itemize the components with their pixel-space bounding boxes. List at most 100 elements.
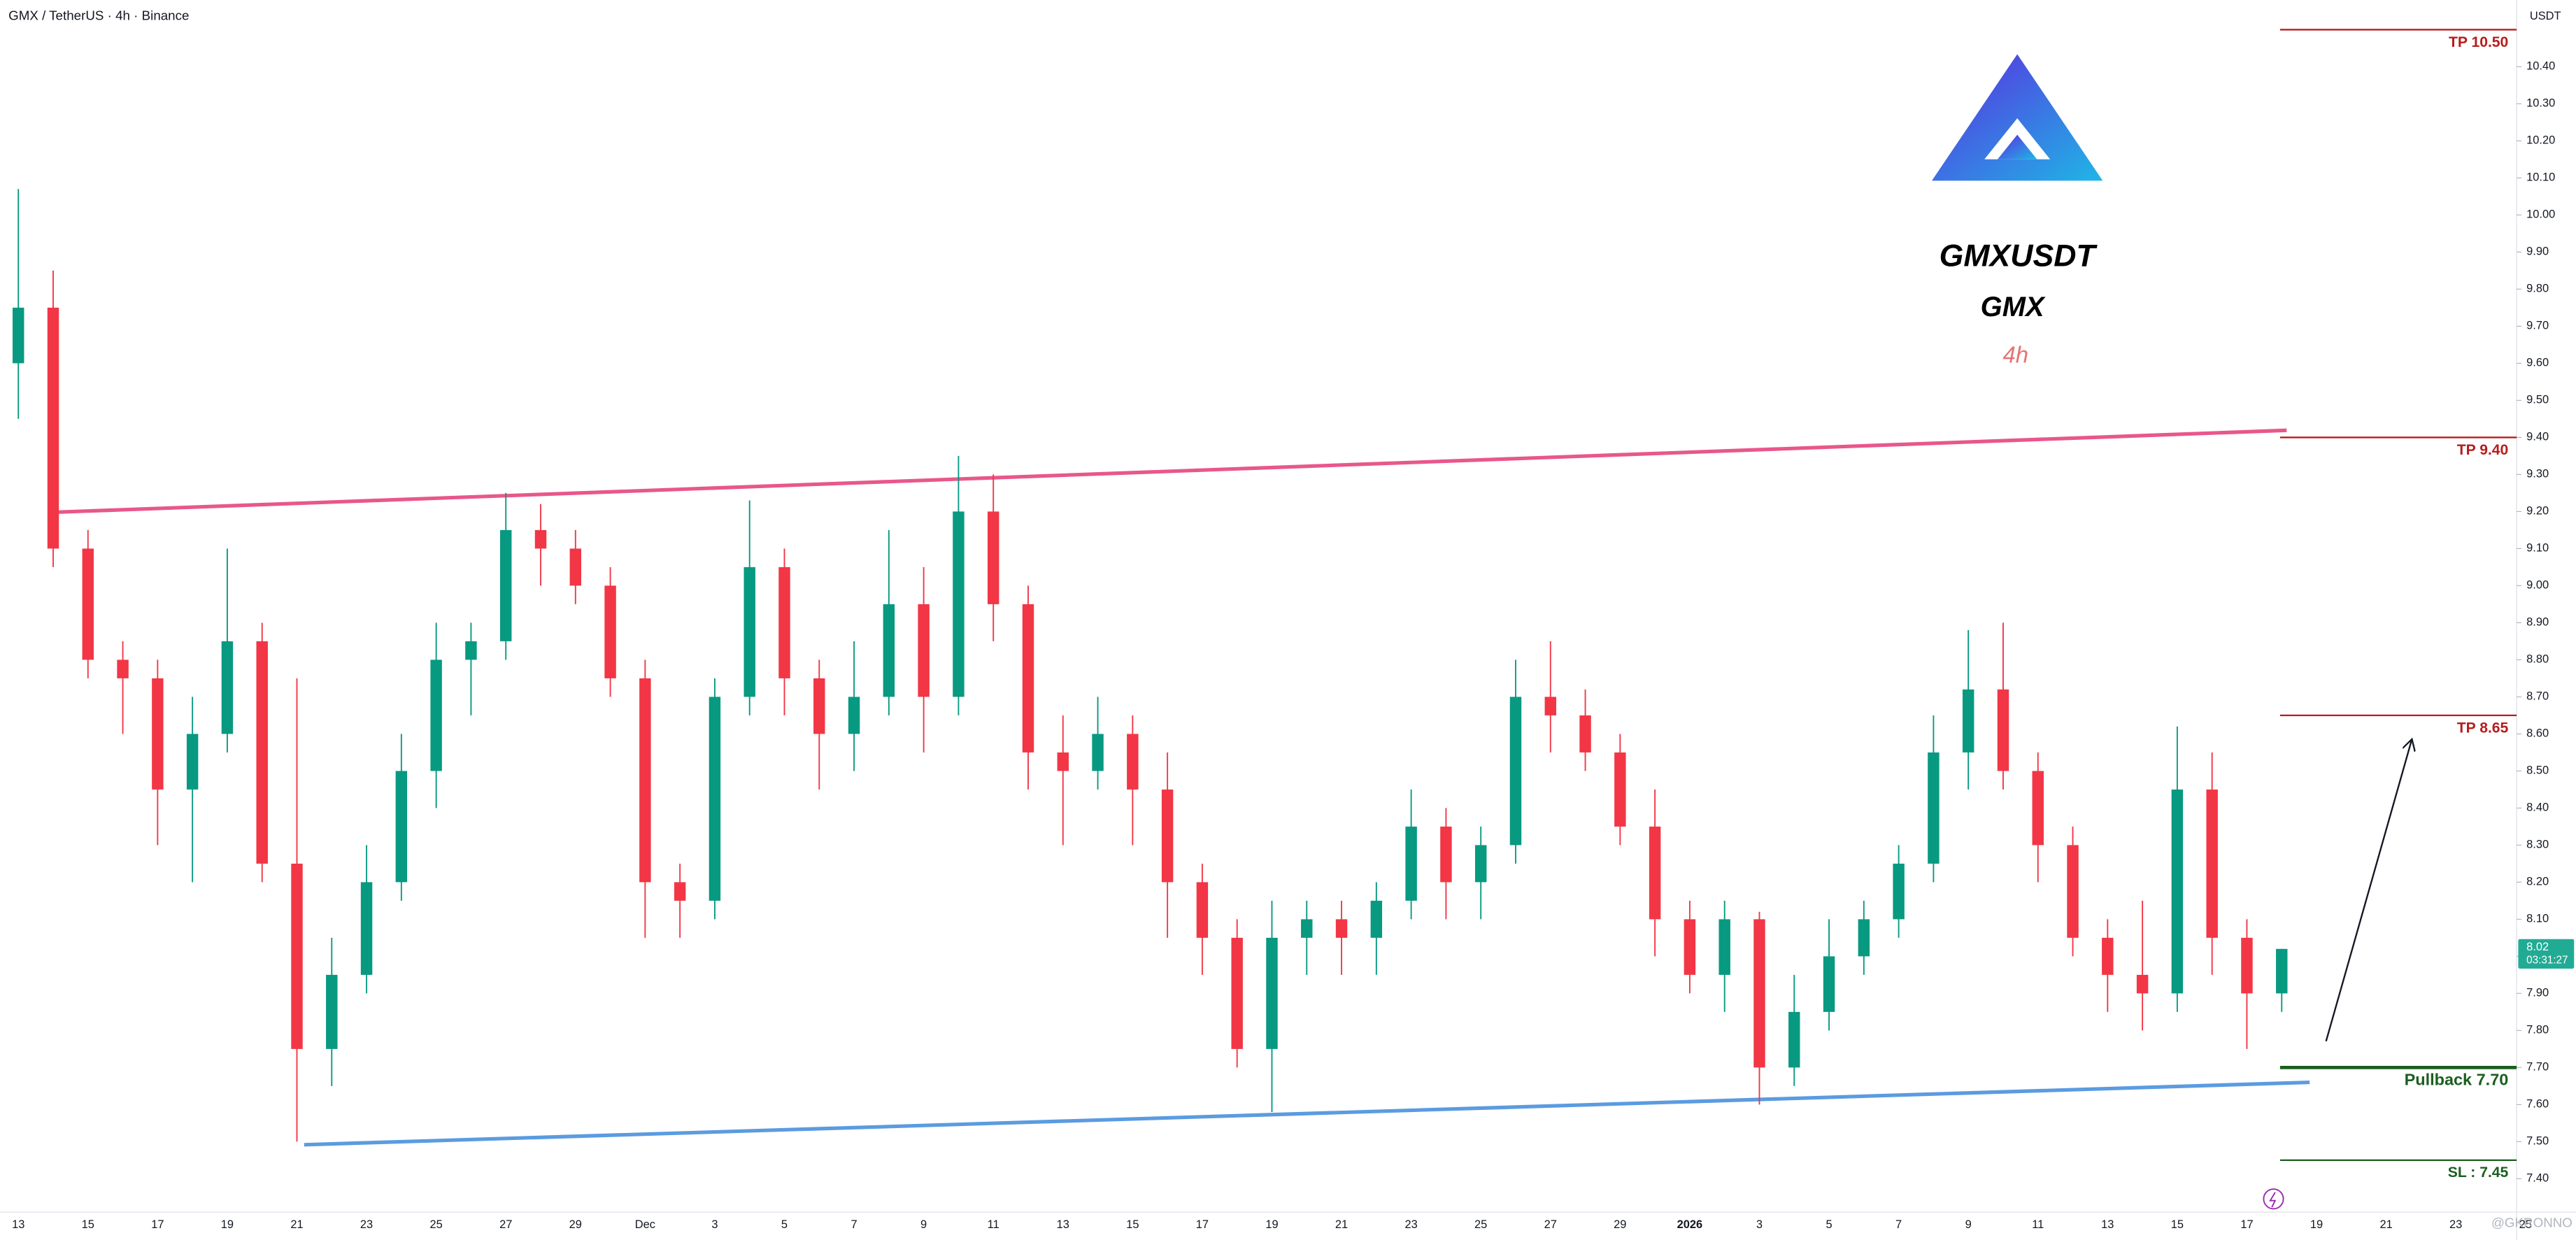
countdown-label: 03:31:27: [2526, 954, 2568, 966]
y-tick-label: 8.30: [2526, 839, 2549, 851]
x-tick-label: 25: [2519, 1218, 2532, 1231]
x-tick-label: 17: [151, 1218, 164, 1231]
x-tick-label: 23: [1404, 1218, 1417, 1231]
x-tick-label: 5: [1826, 1218, 1832, 1231]
candle-body: [1266, 937, 1278, 1049]
x-tick-label: 23: [360, 1218, 373, 1231]
y-tick-label: 7.40: [2526, 1172, 2549, 1185]
candle-body: [778, 566, 790, 678]
x-tick-label: 27: [1544, 1218, 1557, 1231]
candle-body: [1405, 826, 1417, 901]
x-tick-label: 21: [1335, 1218, 1348, 1231]
candle-body: [2067, 845, 2079, 938]
y-tick-label: 9.10: [2526, 542, 2549, 555]
y-tick-label: 9.20: [2526, 505, 2549, 518]
candle-body: [1753, 919, 1765, 1068]
candle-body: [1649, 826, 1661, 920]
x-tick-label: 2026: [1677, 1218, 1703, 1231]
candle-body: [1962, 689, 1974, 753]
candles: [13, 189, 2288, 1142]
candle-body: [1997, 689, 2009, 771]
candle-body: [2206, 789, 2218, 938]
y-tick-label: 9.00: [2526, 579, 2549, 592]
candle-body: [987, 511, 999, 604]
chart-title: GMX / TetherUS · 4h · Binance: [8, 8, 189, 22]
candle-body: [1196, 882, 1209, 938]
symbol: GMXUSDT: [1940, 238, 2098, 273]
candle-body: [2032, 771, 2044, 846]
x-tick-label: 11: [988, 1218, 999, 1231]
y-tick-label: 9.40: [2526, 431, 2549, 443]
level-label: TP 9.40: [2457, 442, 2509, 458]
candle-body: [465, 641, 477, 660]
replay-icon[interactable]: [2263, 1188, 2284, 1210]
x-tick-label: Dec: [635, 1218, 655, 1231]
candle-body: [883, 604, 895, 697]
x-tick-label: 19: [221, 1218, 234, 1231]
y-tick-label: 8.10: [2526, 913, 2549, 925]
y-tick-label: 9.80: [2526, 283, 2549, 295]
y-tick-label: 9.50: [2526, 394, 2549, 406]
x-tick-label: 13: [12, 1218, 24, 1231]
candle-body: [1614, 752, 1626, 827]
level-label: SL : 7.45: [2448, 1164, 2509, 1181]
x-tick-label: 13: [2101, 1218, 2114, 1231]
y-tick-label: 9.70: [2526, 320, 2549, 332]
candle-body: [326, 974, 338, 1049]
candle-body: [1022, 604, 1034, 753]
x-tick-label: 13: [1057, 1218, 1069, 1231]
candle-body: [13, 307, 24, 364]
candle-body: [1788, 1011, 1800, 1068]
candle-body: [291, 863, 303, 1049]
x-tick-label: 17: [1196, 1218, 1209, 1231]
y-tick-label: 8.80: [2526, 653, 2549, 666]
y-tick-label: 8.40: [2526, 801, 2549, 814]
x-tick-label: 3: [711, 1218, 718, 1231]
x-tick-label: 25: [1474, 1218, 1487, 1231]
lower-channel: [304, 1080, 2310, 1147]
y-tick-label: 7.60: [2526, 1098, 2549, 1111]
candle-body: [743, 566, 755, 697]
candle-body: [569, 548, 582, 586]
y-tick-label: 10.40: [2526, 60, 2555, 73]
x-tick-label: 15: [2171, 1218, 2184, 1231]
x-tick-label: 23: [2449, 1218, 2462, 1231]
y-tick-label: 8.60: [2526, 727, 2549, 740]
candle-body: [1718, 919, 1730, 975]
candle-body: [2102, 937, 2114, 975]
y-tick-label: 10.00: [2526, 208, 2555, 221]
candle-body: [499, 529, 512, 641]
y-tick-label: 7.70: [2526, 1061, 2549, 1074]
candle-body: [1893, 863, 1905, 920]
x-tick-label: 29: [1614, 1218, 1626, 1231]
y-tick-label: 8.20: [2526, 876, 2549, 888]
y-tick-label: 7.50: [2526, 1135, 2549, 1148]
candle-body: [1544, 697, 1556, 715]
x-tick-label: 21: [290, 1218, 303, 1231]
candle-body: [813, 678, 825, 734]
candle-body: [47, 307, 59, 549]
replay-bolt: [2269, 1192, 2277, 1208]
level-label: Pullback 7.70: [2405, 1070, 2509, 1088]
y-tick-label: 7.90: [2526, 987, 2549, 999]
candle-body: [1335, 919, 1348, 938]
candle-body: [1057, 752, 1069, 771]
candle-body: [1092, 734, 1104, 771]
x-tick-label: 9: [1965, 1218, 1972, 1231]
x-tick-label: 15: [82, 1218, 94, 1231]
candle-body: [1474, 845, 1487, 883]
candle-body: [360, 882, 373, 975]
candle-body: [1579, 715, 1591, 753]
candle-body: [221, 641, 234, 734]
candle-body: [1161, 789, 1174, 883]
y-tick-label: 9.30: [2526, 468, 2549, 480]
timeframe: 4h: [2003, 341, 2029, 367]
x-tick-label: 7: [851, 1218, 857, 1231]
x-tick-label: 21: [2379, 1218, 2392, 1231]
x-tick-label: 17: [2240, 1218, 2253, 1231]
x-tick-label: 19: [2310, 1218, 2323, 1231]
x-tick-label: 29: [569, 1218, 582, 1231]
